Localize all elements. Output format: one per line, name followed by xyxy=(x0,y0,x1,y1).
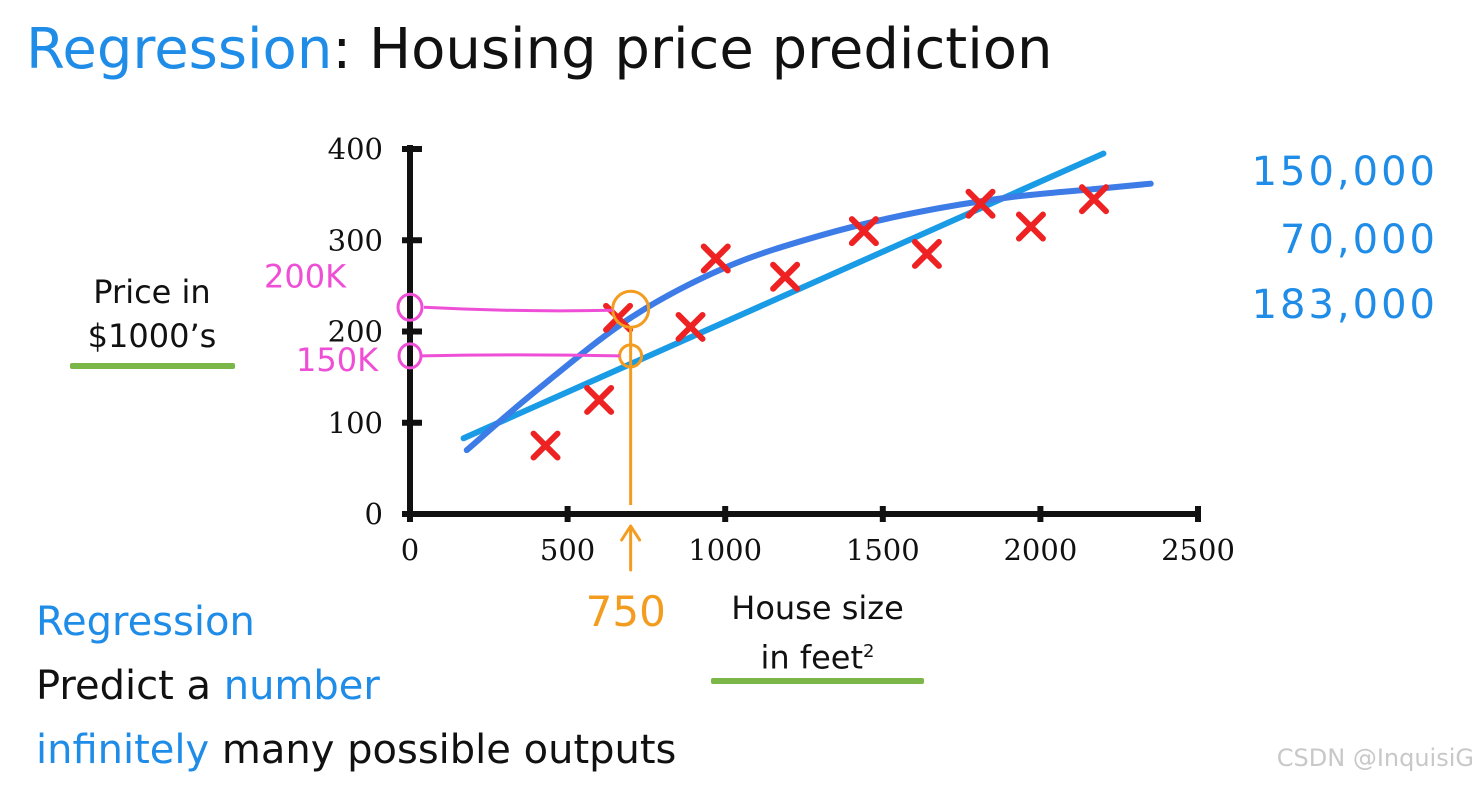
x-tick-label: 2000 xyxy=(1003,533,1077,567)
notes-block: Regression Predict a number infinitely m… xyxy=(36,590,676,782)
title-rest: : Housing price prediction xyxy=(332,17,1053,82)
data-point xyxy=(700,243,731,274)
data-point xyxy=(965,188,996,219)
x-axis-label-underline xyxy=(711,678,924,684)
notes-heading: Regression xyxy=(36,599,255,645)
y-axis-label: Price in $1000’s xyxy=(62,270,242,358)
x-tick-label: 2500 xyxy=(1161,533,1235,567)
notes-line-1-text: Predict a xyxy=(36,663,224,709)
notes-line-1: Predict a number xyxy=(36,654,676,718)
y-tick-label: 200 xyxy=(328,315,383,349)
y-tick-label: 300 xyxy=(328,223,383,257)
x-axis-label: House size in feet2 xyxy=(700,586,935,680)
data-point xyxy=(675,311,706,342)
annotation-guide-high xyxy=(423,305,613,313)
page-title: Regression: Housing price prediction xyxy=(26,14,1053,86)
notes-line-2-accent: infinitely xyxy=(36,727,210,773)
data-point xyxy=(1078,184,1109,215)
y-axis-label-line1: Price in xyxy=(93,273,211,311)
x-axis-label-line1: House size xyxy=(731,589,904,627)
x-tick-label: 1500 xyxy=(846,533,920,567)
data-point-stroke xyxy=(965,188,996,219)
data-point-stroke xyxy=(700,243,731,274)
data-point-stroke xyxy=(1078,184,1109,215)
y-axis-label-line2: $1000’s xyxy=(87,317,217,355)
data-point xyxy=(530,430,561,461)
price-guess: 70,000 xyxy=(1280,217,1438,263)
data-point xyxy=(770,261,801,292)
annotation-reading-high: 200K xyxy=(264,257,347,295)
x-axis-label-unit: in feet xyxy=(760,638,864,677)
y-tick-label: 400 xyxy=(328,132,383,166)
data-point xyxy=(1015,211,1046,242)
data-point-stroke xyxy=(770,261,801,292)
annotation-mark-high xyxy=(396,292,424,322)
data-point xyxy=(584,384,615,415)
fit-curve xyxy=(463,180,1154,454)
annotation-reading-low: 150K xyxy=(296,341,379,379)
price-guess: 150,000 xyxy=(1252,149,1438,195)
x-axis-label-exponent: 2 xyxy=(863,641,875,662)
annotation-up-arrow xyxy=(620,524,642,572)
annotation-mark-low xyxy=(397,342,423,370)
annotation-guide-low xyxy=(421,353,620,358)
notes-line-2-text: many possible outputs xyxy=(209,727,677,773)
data-point-stroke xyxy=(1015,211,1046,242)
y-tick-label: 100 xyxy=(328,406,383,440)
x-tick-label: 0 xyxy=(401,533,419,567)
y-axis-label-underline xyxy=(70,363,235,369)
data-point xyxy=(911,238,942,269)
data-point-stroke xyxy=(584,384,615,415)
notes-line-1-accent: number xyxy=(223,663,380,709)
x-tick-label: 500 xyxy=(540,533,595,567)
data-point-stroke xyxy=(530,430,561,461)
notes-line-2: infinitely many possible outputs xyxy=(36,718,676,782)
x-tick-label: 1000 xyxy=(688,533,762,567)
data-point-stroke xyxy=(911,238,942,269)
annotation-query-label: 750 xyxy=(586,587,666,636)
data-point-stroke xyxy=(848,216,879,247)
watermark: CSDN @InquisiG xyxy=(1276,744,1474,772)
y-tick-label: 0 xyxy=(365,497,383,531)
data-point xyxy=(848,216,879,247)
price-guess: 183,000 xyxy=(1252,282,1438,328)
data-point-stroke xyxy=(603,302,634,333)
title-accent: Regression xyxy=(26,17,333,82)
data-point-stroke xyxy=(675,311,706,342)
